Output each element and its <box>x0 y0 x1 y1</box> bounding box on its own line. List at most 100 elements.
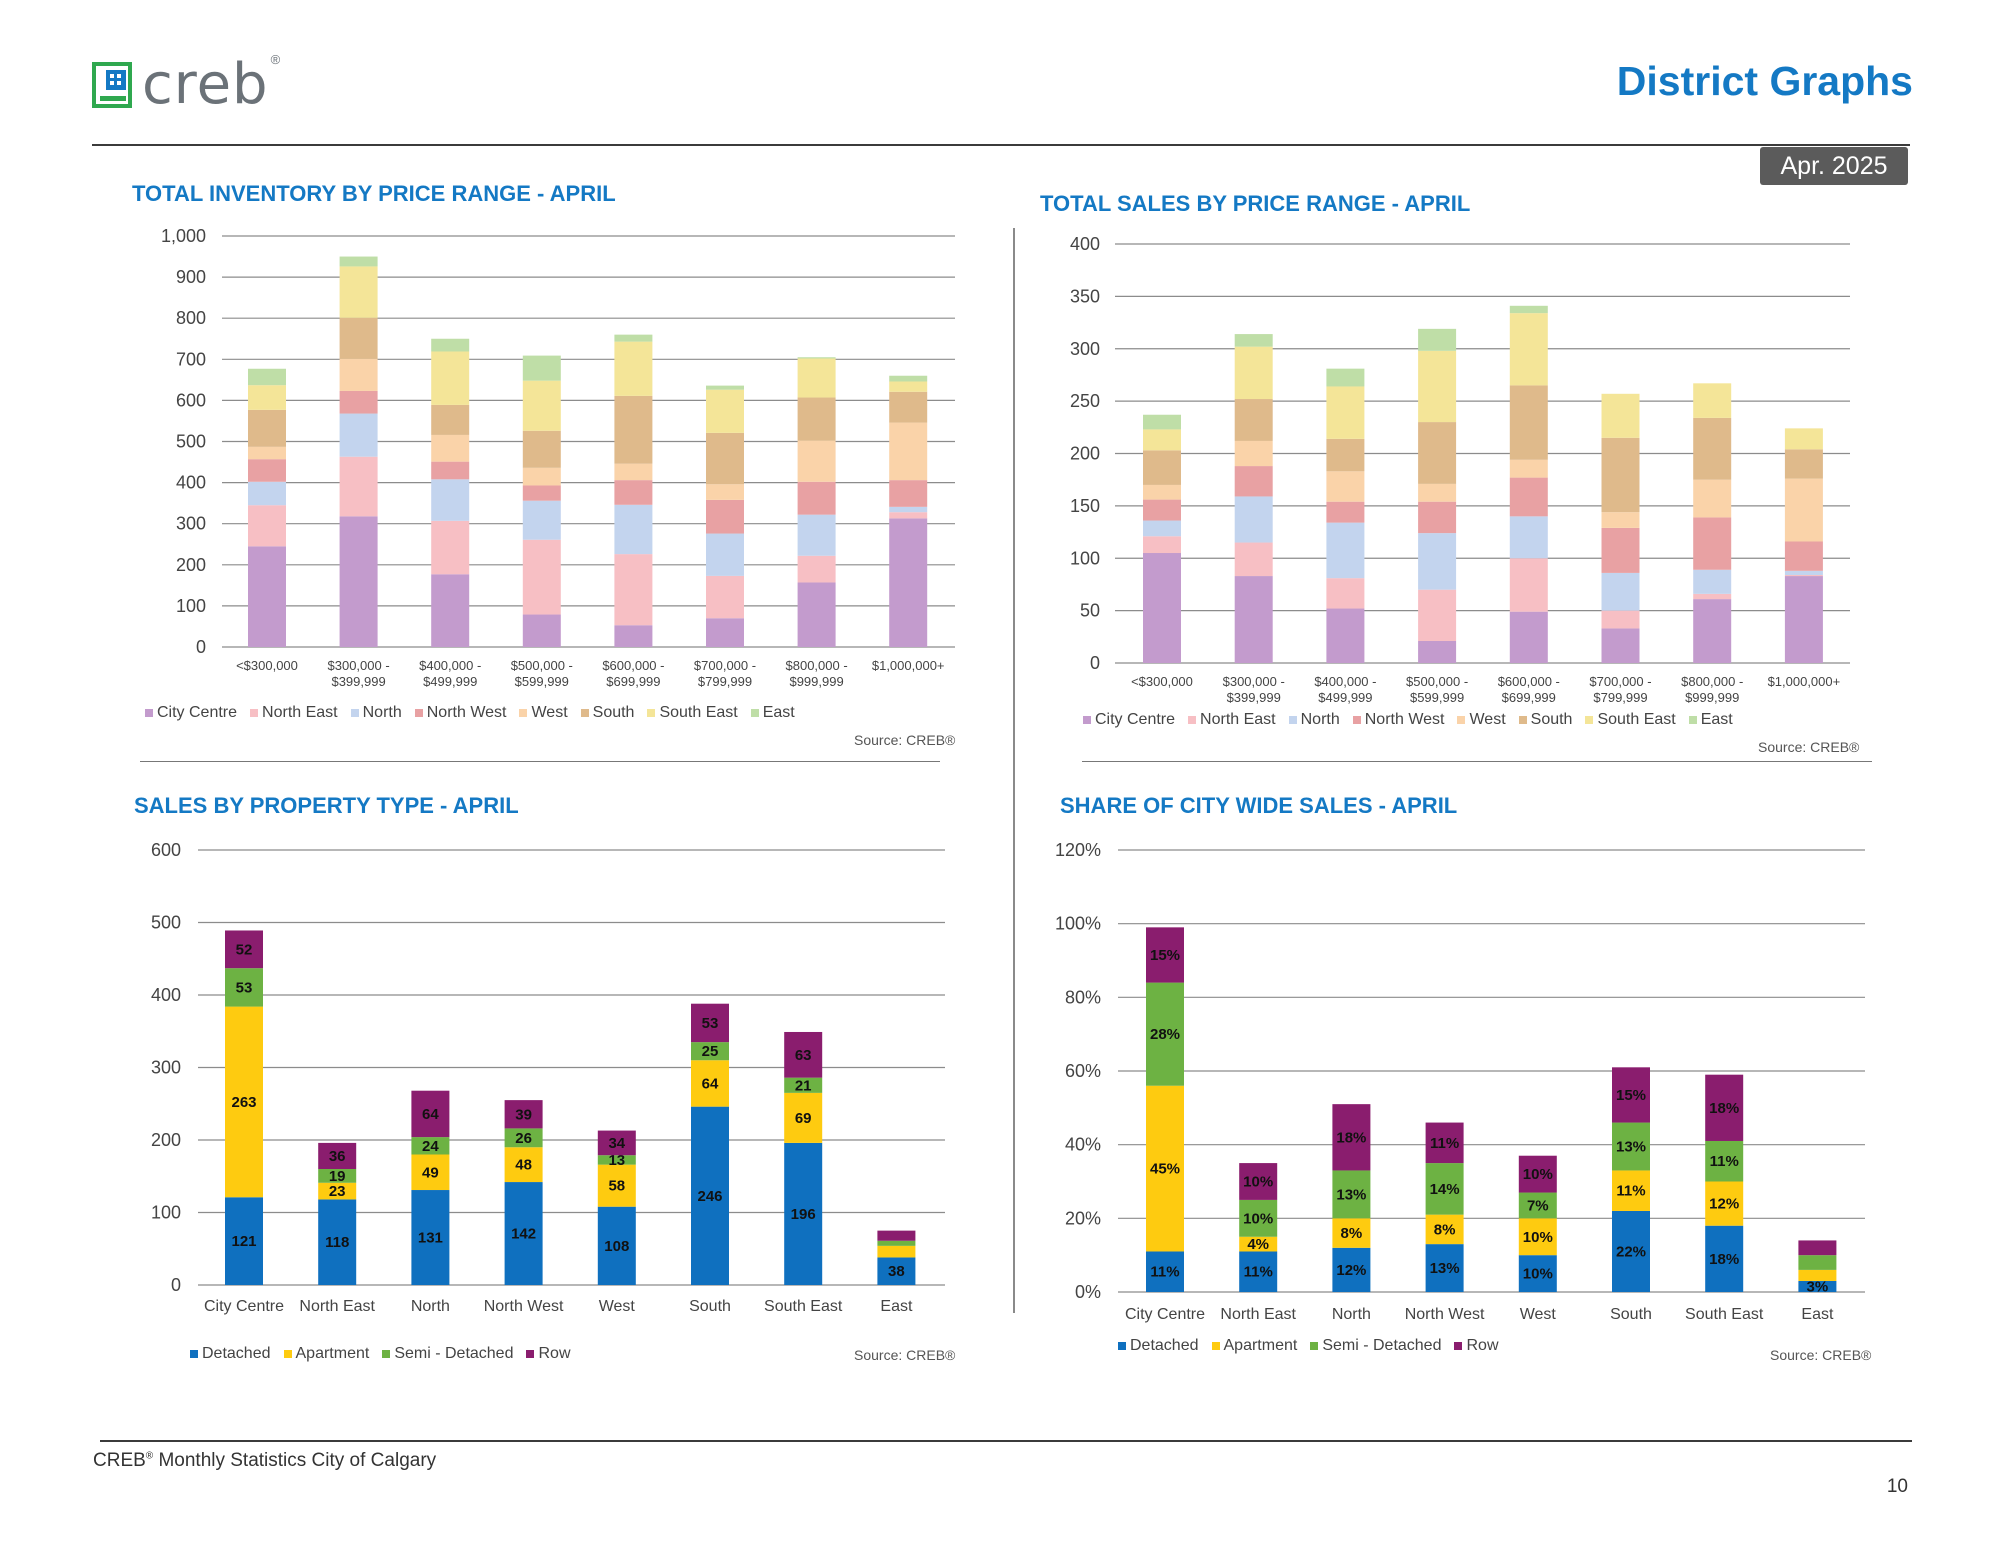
inventory-bar-city-centre <box>431 574 470 647</box>
share-bar-apartment <box>1518 1218 1557 1256</box>
footer-divider <box>100 1440 1912 1442</box>
inventory-category-label: $799,999 <box>698 674 752 689</box>
sales-bar-north <box>1784 570 1823 576</box>
sales-legend-item-city-centre: City Centre <box>1083 711 1175 729</box>
share-bar-semi-detached <box>1425 1163 1464 1215</box>
share-y-tick-label: 40% <box>1065 1135 1101 1155</box>
inventory-bar-city-centre <box>614 625 653 647</box>
inventory-category-label: $1,000,000+ <box>872 658 945 673</box>
property-bar-semi-detached <box>877 1240 916 1246</box>
legend-swatch <box>1118 1342 1126 1350</box>
share-bar-detached <box>1146 1251 1184 1292</box>
sales-legend-item-west: West <box>1457 711 1506 729</box>
legend-swatch <box>1688 716 1697 724</box>
sales-bar-city-centre <box>1784 576 1823 663</box>
property-bar-apartment <box>411 1154 450 1191</box>
inventory-bar-north-west <box>797 481 836 515</box>
sales-bar-north-east <box>1693 593 1732 600</box>
property-bar-semi-detached <box>691 1042 729 1061</box>
share-data-label: 18% <box>1709 1100 1739 1117</box>
sales-bar-north-west <box>1143 499 1181 521</box>
inventory-bar-north-east <box>522 539 561 615</box>
inventory-y-tick-label: 200 <box>176 555 206 575</box>
brand-registered-mark: ® <box>270 51 281 67</box>
property-bar-apartment <box>597 1164 636 1207</box>
inventory-y-tick-label: 1,000 <box>161 226 206 246</box>
legend-label: City Centre <box>157 704 238 721</box>
sales-source: Source: CREB® <box>1758 739 1860 755</box>
sales-category-label: $599,999 <box>1410 690 1464 705</box>
sales-category-label: $399,999 <box>1227 690 1281 705</box>
legend-label: City Centre <box>1095 711 1176 728</box>
sales-bar-north-west <box>1693 517 1732 570</box>
inventory-bar-north <box>339 413 378 457</box>
sales-bar-north <box>1418 533 1457 590</box>
sales-bar-south <box>1143 450 1181 485</box>
brand-name: creb <box>142 52 269 117</box>
inventory-bar-south-east <box>431 351 470 405</box>
inventory-legend-item-south-east: South East <box>647 704 738 722</box>
share-bar-apartment <box>1798 1269 1837 1281</box>
page-number: 10 <box>1886 1476 1908 1497</box>
sales-bar-east <box>1326 368 1365 387</box>
inventory-legend-item-west: West <box>519 704 568 722</box>
sales-bar-north <box>1143 520 1181 537</box>
header-divider <box>92 144 1910 146</box>
property-bar-apartment <box>877 1245 916 1258</box>
share-bar-semi-detached <box>1518 1192 1557 1219</box>
property-category-label: North West <box>484 1298 564 1315</box>
inventory-category-label: $399,999 <box>331 674 385 689</box>
sales-bar-east <box>1418 328 1457 351</box>
share-bar-apartment <box>1239 1236 1278 1252</box>
property-data-label: 48 <box>515 1157 532 1174</box>
inventory-chart-title: TOTAL INVENTORY BY PRICE RANGE - APRIL <box>132 181 616 206</box>
property-bar-detached <box>597 1206 636 1285</box>
property-bar-apartment <box>784 1092 823 1143</box>
share-category-label: East <box>1801 1306 1834 1323</box>
inventory-bar-south <box>706 432 744 485</box>
inventory-y-tick-label: 100 <box>176 596 206 616</box>
inventory-bar-west <box>614 463 653 481</box>
property-data-label: 13 <box>608 1152 625 1169</box>
property-bar-row <box>784 1031 823 1078</box>
share-data-label: 10% <box>1243 1210 1273 1227</box>
share-y-tick-label: 120% <box>1055 840 1101 860</box>
property-bar-row <box>411 1090 450 1138</box>
inventory-y-tick-label: 0 <box>196 637 206 657</box>
inventory-bar-west <box>248 446 286 460</box>
property-data-label: 53 <box>702 1015 719 1032</box>
share-bar-detached <box>1518 1255 1557 1292</box>
sales-bar-north-east <box>1601 610 1640 629</box>
inventory-bar-south <box>248 409 286 447</box>
inventory-bar-west <box>706 484 744 500</box>
sales-category-label: $1,000,000+ <box>1768 674 1841 689</box>
inventory-legend-item-south: South <box>580 704 634 722</box>
sales-y-tick-label: 400 <box>1070 234 1100 254</box>
sales-bar-south <box>1509 385 1548 460</box>
sales-bar-north <box>1693 569 1732 594</box>
inventory-bar-east <box>706 385 744 390</box>
property-bar-semi-detached <box>784 1077 823 1093</box>
property-bar-detached <box>877 1257 916 1285</box>
property-category-label: North East <box>299 1298 375 1315</box>
sales-y-tick-label: 200 <box>1070 444 1100 464</box>
share-data-label: 18% <box>1336 1129 1366 1146</box>
legend-swatch <box>1211 1342 1220 1350</box>
sales-bar-west <box>1601 512 1640 528</box>
share-y-tick-label: 60% <box>1065 1061 1101 1081</box>
sales-category-label: <$300,000 <box>1131 674 1193 689</box>
share-bar-row <box>1425 1122 1464 1164</box>
inventory-bar-west <box>431 434 470 462</box>
sales-bar-north-east <box>1418 589 1457 642</box>
inventory-legend-item-north: North <box>350 704 402 722</box>
share-bar-apartment <box>1146 1085 1184 1252</box>
property-source: Source: CREB® <box>854 1347 956 1363</box>
inventory-bar-north-west <box>522 485 561 501</box>
share-bar-semi-detached <box>1705 1140 1744 1182</box>
share-category-label: North West <box>1405 1306 1485 1323</box>
share-data-label: 12% <box>1336 1262 1366 1279</box>
sales-legend-item-east: East <box>1688 711 1733 729</box>
legend-swatch <box>1454 1342 1463 1350</box>
inventory-category-label: $800,000 - <box>786 658 848 673</box>
